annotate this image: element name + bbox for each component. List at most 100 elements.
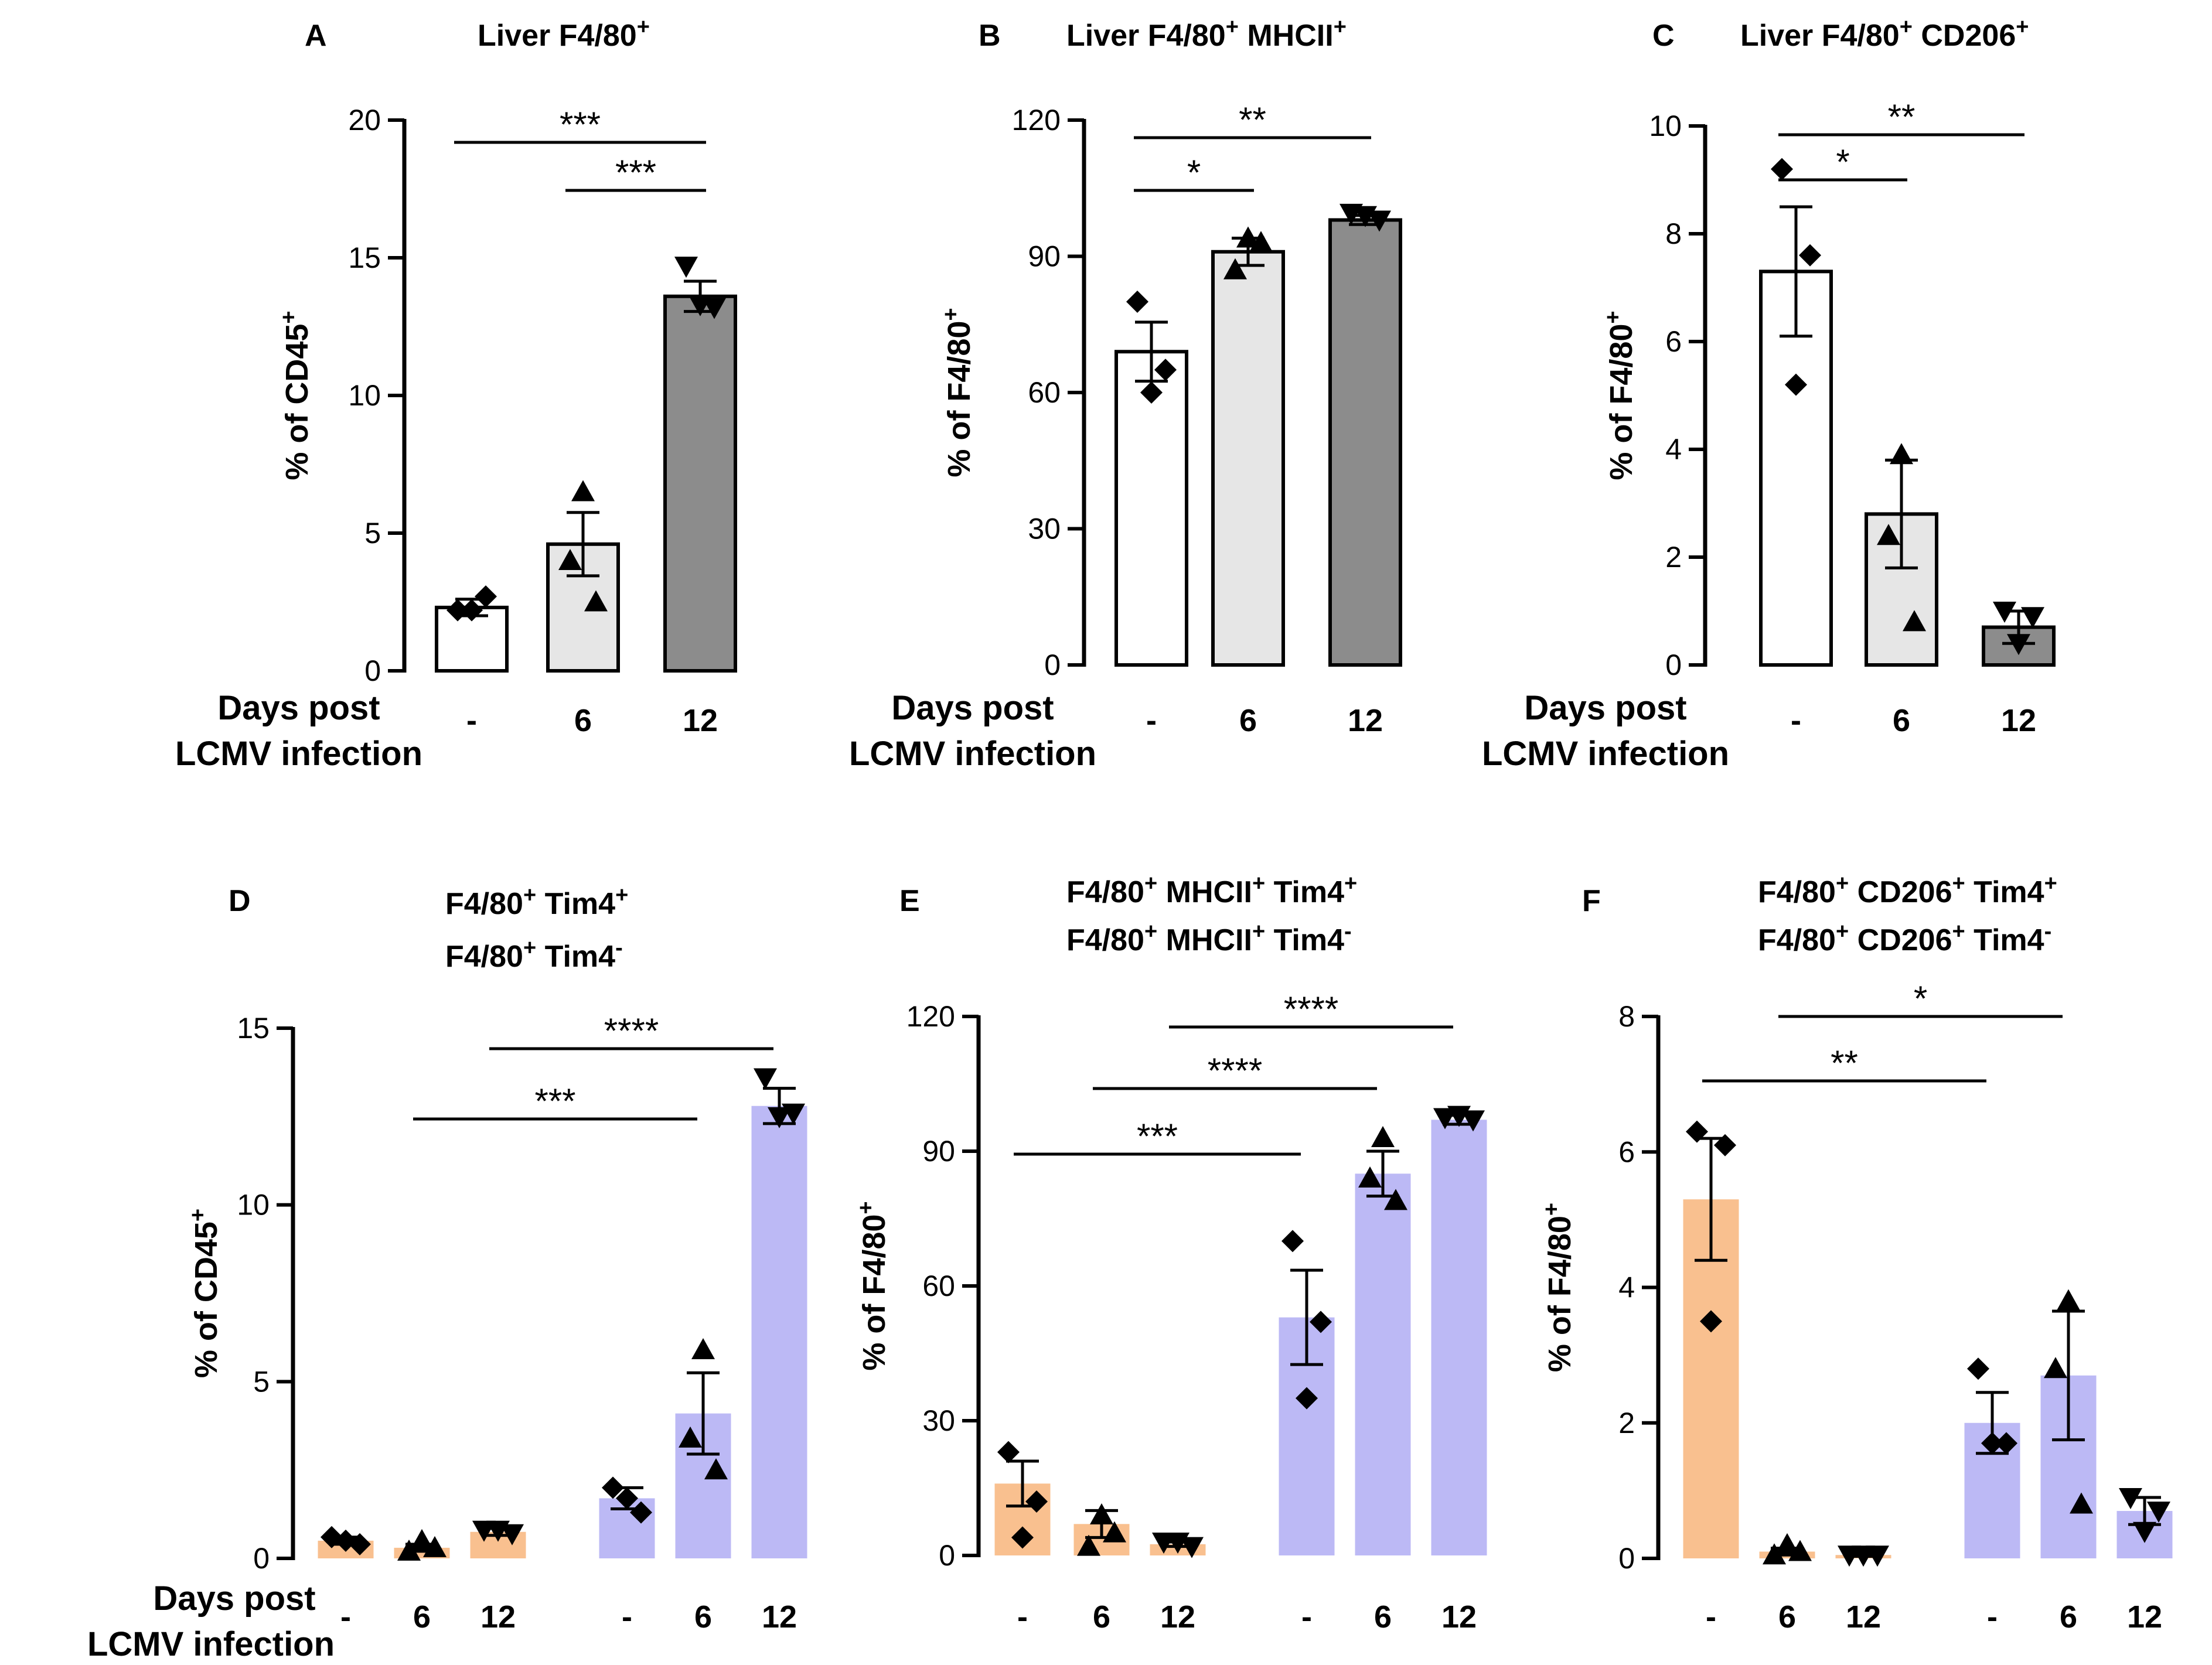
- data-point: [1799, 244, 1821, 267]
- data-point: [1090, 1503, 1113, 1524]
- days-post-label: Days post: [217, 689, 380, 727]
- data-point: [558, 549, 582, 570]
- lcmv-infection-label: LCMV infection: [175, 735, 422, 773]
- x-tick-label: 12: [2001, 703, 2036, 738]
- x-tick-label: 6: [1374, 1599, 1392, 1635]
- significance-label: ****: [1208, 1051, 1262, 1090]
- panel-f: F F4/80+ CD206+ Tim4+ F4/80+ CD206+ Tim4- 0…: [1539, 871, 2173, 1635]
- significance-label: **: [1831, 1043, 1858, 1083]
- panel-letter: E: [899, 884, 920, 918]
- y-axis-label: % of CD45+: [186, 1209, 224, 1378]
- data-point: [768, 1107, 791, 1128]
- data-point: [1785, 373, 1807, 396]
- lcmv-infection-label: LCMV infection: [1482, 735, 1729, 773]
- significance-label: ****: [604, 1011, 659, 1050]
- y-tick-label: 6: [1665, 325, 1682, 358]
- panel-letter: B: [979, 19, 1001, 53]
- data-point: [1877, 524, 1900, 545]
- y-tick-label: 0: [1618, 1542, 1635, 1575]
- data-point: [1903, 610, 1926, 632]
- panel-letter: F: [1582, 884, 1601, 918]
- data-point: [1236, 226, 1260, 248]
- y-tick-label: 4: [1665, 433, 1682, 466]
- data-point: [1700, 1310, 1722, 1333]
- data-point: [679, 1426, 702, 1448]
- x-tick-label: -: [1706, 1599, 1716, 1635]
- data-point: [1714, 1134, 1736, 1156]
- data-point: [410, 1528, 434, 1550]
- panel-title: Liver F4/80+: [478, 15, 650, 53]
- data-point: [1281, 1230, 1304, 1253]
- data-point: [1154, 359, 1177, 381]
- data-point: [1763, 1543, 1786, 1565]
- y-tick-label: 30: [1028, 513, 1061, 545]
- y-tick-label: 10: [1649, 110, 1682, 142]
- y-tick-label: 120: [906, 1000, 955, 1033]
- significance-label: ***: [560, 105, 601, 144]
- significance-label: ***: [1137, 1117, 1178, 1156]
- panel-c: C Liver F4/80+ CD206+ 0 2 4 6 8 10 % of F4/80+ - 6…: [1601, 15, 2056, 738]
- y-tick-label: 20: [348, 104, 381, 137]
- x-tick-label: -: [466, 703, 477, 738]
- y-axis-label: % of F4/80+: [854, 1201, 892, 1370]
- panel-letter: C: [1652, 19, 1675, 53]
- y-tick-label: 60: [922, 1270, 955, 1302]
- data-point: [2057, 1289, 2080, 1311]
- y-tick-label: 6: [1618, 1135, 1635, 1168]
- x-tick-label: 6: [2060, 1599, 2077, 1635]
- data-point: [1025, 1490, 1048, 1513]
- x-tick-label: 6: [694, 1599, 712, 1635]
- data-point: [1368, 210, 1391, 232]
- y-tick-label: 0: [939, 1539, 955, 1572]
- x-tick-label: 12: [480, 1599, 516, 1635]
- data-point: [1447, 1106, 1471, 1127]
- y-tick-label: 15: [348, 241, 381, 274]
- y-tick-label: 0: [1044, 649, 1061, 681]
- y-tick-label: 10: [348, 379, 381, 412]
- data-point: [1981, 1432, 2003, 1455]
- significance-label: *: [1187, 153, 1201, 192]
- significance-label: ****: [1284, 990, 1338, 1029]
- data-point: [1788, 1540, 1812, 1561]
- data-point: [486, 1520, 510, 1542]
- legend-entry: F4/80+ MHCII+ Tim4+: [1066, 871, 1357, 909]
- data-point: [335, 1529, 357, 1552]
- y-tick-label: 0: [364, 654, 381, 687]
- data-point: [1103, 1521, 1126, 1543]
- y-tick-label: 8: [1618, 1000, 1635, 1033]
- data-point: [447, 599, 469, 622]
- y-tick-label: 120: [1012, 104, 1061, 137]
- data-point: [616, 1487, 638, 1510]
- data-point: [1166, 1533, 1189, 1554]
- x-tick-label: 12: [2127, 1599, 2162, 1635]
- data-point: [1011, 1526, 1034, 1549]
- bar: [1211, 250, 1285, 667]
- data-point: [1993, 602, 2016, 623]
- data-point: [1371, 1126, 1395, 1147]
- data-point: [2133, 1521, 2156, 1543]
- bar: [751, 1106, 807, 1558]
- data-point: [997, 1441, 1020, 1463]
- days-post-label: Days post: [1524, 689, 1686, 727]
- x-tick-label: 6: [413, 1599, 431, 1635]
- panel-b: B Liver F4/80+ MHCII+ 0 30 60 90 120 % of F4/80…: [939, 15, 1402, 738]
- y-axis-label: % of F4/80+: [939, 308, 977, 477]
- data-point: [1461, 1110, 1485, 1132]
- y-tick-label: 15: [237, 1012, 270, 1045]
- days-post-label: Days post: [153, 1579, 315, 1618]
- data-point: [1140, 381, 1163, 404]
- significance-label: ***: [534, 1081, 575, 1121]
- data-point: [1296, 1387, 1318, 1410]
- data-point: [1310, 1311, 1332, 1333]
- bar: [663, 294, 737, 673]
- x-tick-label: -: [1987, 1599, 1998, 1635]
- y-tick-label: 8: [1665, 217, 1682, 250]
- y-tick-label: 0: [1665, 649, 1682, 681]
- data-point: [691, 1338, 715, 1360]
- significance-label: **: [1888, 97, 1916, 137]
- data-point: [2021, 607, 2044, 629]
- significance-label: **: [1239, 100, 1266, 139]
- data-point: [2044, 1357, 2067, 1379]
- bar: [1355, 1173, 1411, 1555]
